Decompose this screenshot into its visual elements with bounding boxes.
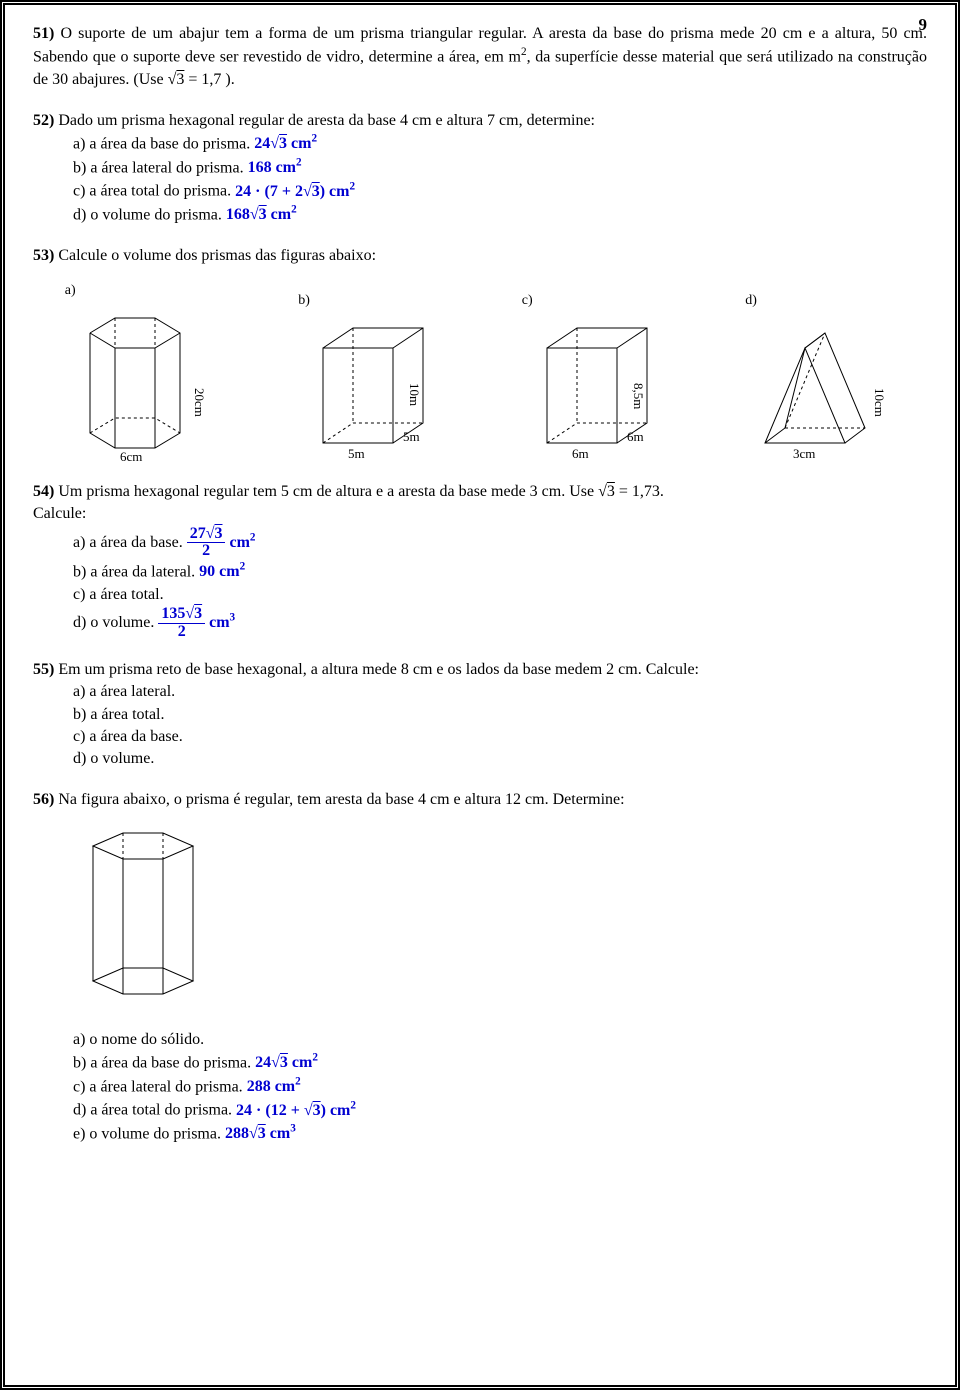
q54-d: d) o volume. 13532 cm3 [73, 606, 927, 641]
q52-d: d) o volume do prisma. 1683 cm2 [73, 203, 927, 227]
q56-e: e) o volume do prisma. 2883 cm3 [73, 1122, 927, 1146]
q55-num: 55) [33, 661, 54, 678]
cuboid-icon: 10m 5m 5m [298, 313, 458, 463]
q52-c: c) a área total do prisma. 24 · (7 + 23)… [73, 179, 927, 203]
svg-text:10m: 10m [407, 383, 422, 406]
q53-intro: Calcule o volume dos prismas das figuras… [58, 247, 376, 264]
q56-num: 56) [33, 791, 54, 808]
q53-num: 53) [33, 247, 54, 264]
q51-num: 51) [33, 25, 54, 42]
q56-a: a) o nome do sólido. [73, 1029, 927, 1051]
q52-num: 52) [33, 112, 54, 129]
svg-text:6m: 6m [572, 446, 589, 461]
hex-prism-tall-icon [63, 821, 213, 1011]
q56-b: b) a área da base do prisma. 243 cm2 [73, 1051, 927, 1075]
hex-prism-icon: 20cm 6cm [65, 303, 235, 463]
question-55: 55) Em um prisma reto de base hexagonal,… [33, 659, 927, 771]
q54-num: 54) [33, 483, 54, 500]
q56-d: d) a área total do prisma. 24 · (12 + 3)… [73, 1098, 927, 1122]
q54-b: b) a área da lateral. 90 cm2 [73, 560, 927, 584]
question-56: 56) Na figura abaixo, o prisma é regular… [33, 789, 927, 1146]
tri-prism-icon: 10cm 3cm [745, 313, 895, 463]
svg-text:5m: 5m [348, 446, 365, 461]
q52-intro: Dado um prisma hexagonal regular de ares… [58, 112, 595, 129]
q53-figures: a) 20cm 6cm [33, 281, 927, 463]
svg-text:6m: 6m [627, 429, 644, 444]
q51-use: = 1,7 ). [184, 71, 234, 88]
fig-b: b) 10m 5m 5m [298, 291, 458, 463]
svg-text:8,5m: 8,5m [631, 383, 646, 409]
svg-text:5m: 5m [403, 429, 420, 444]
question-51: 51) O suporte de um abajur tem a forma d… [33, 23, 927, 92]
fig-a: a) 20cm 6cm [65, 281, 235, 463]
fig-d: d) 10cm 3cm [745, 291, 895, 463]
page-number: 9 [919, 15, 928, 35]
question-54: 54) Um prisma hexagonal regular tem 5 cm… [33, 481, 927, 641]
svg-text:6cm: 6cm [120, 449, 142, 463]
q56-figure [63, 821, 927, 1018]
q54-a: a) a área da base. 2732 cm2 [73, 526, 927, 561]
q52-b: b) a área lateral do prisma. 168 cm2 [73, 156, 927, 180]
fig-c: c) 8,5m 6m 6m [522, 291, 682, 463]
cuboid-icon: 8,5m 6m 6m [522, 313, 682, 463]
q56-c: c) a área lateral do prisma. 288 cm2 [73, 1075, 927, 1099]
page: 9 51) O suporte de um abajur tem a forma… [0, 0, 960, 1390]
question-52: 52) Dado um prisma hexagonal regular de … [33, 110, 927, 227]
svg-text:3cm: 3cm [793, 446, 815, 461]
q52-a: a) a área da base do prisma. 243 cm2 [73, 132, 927, 156]
svg-text:20cm: 20cm [192, 388, 207, 417]
q54-c: c) a área total. [73, 584, 927, 606]
question-53: 53) Calcule o volume dos prismas das fig… [33, 245, 927, 463]
svg-text:10cm: 10cm [872, 388, 887, 417]
